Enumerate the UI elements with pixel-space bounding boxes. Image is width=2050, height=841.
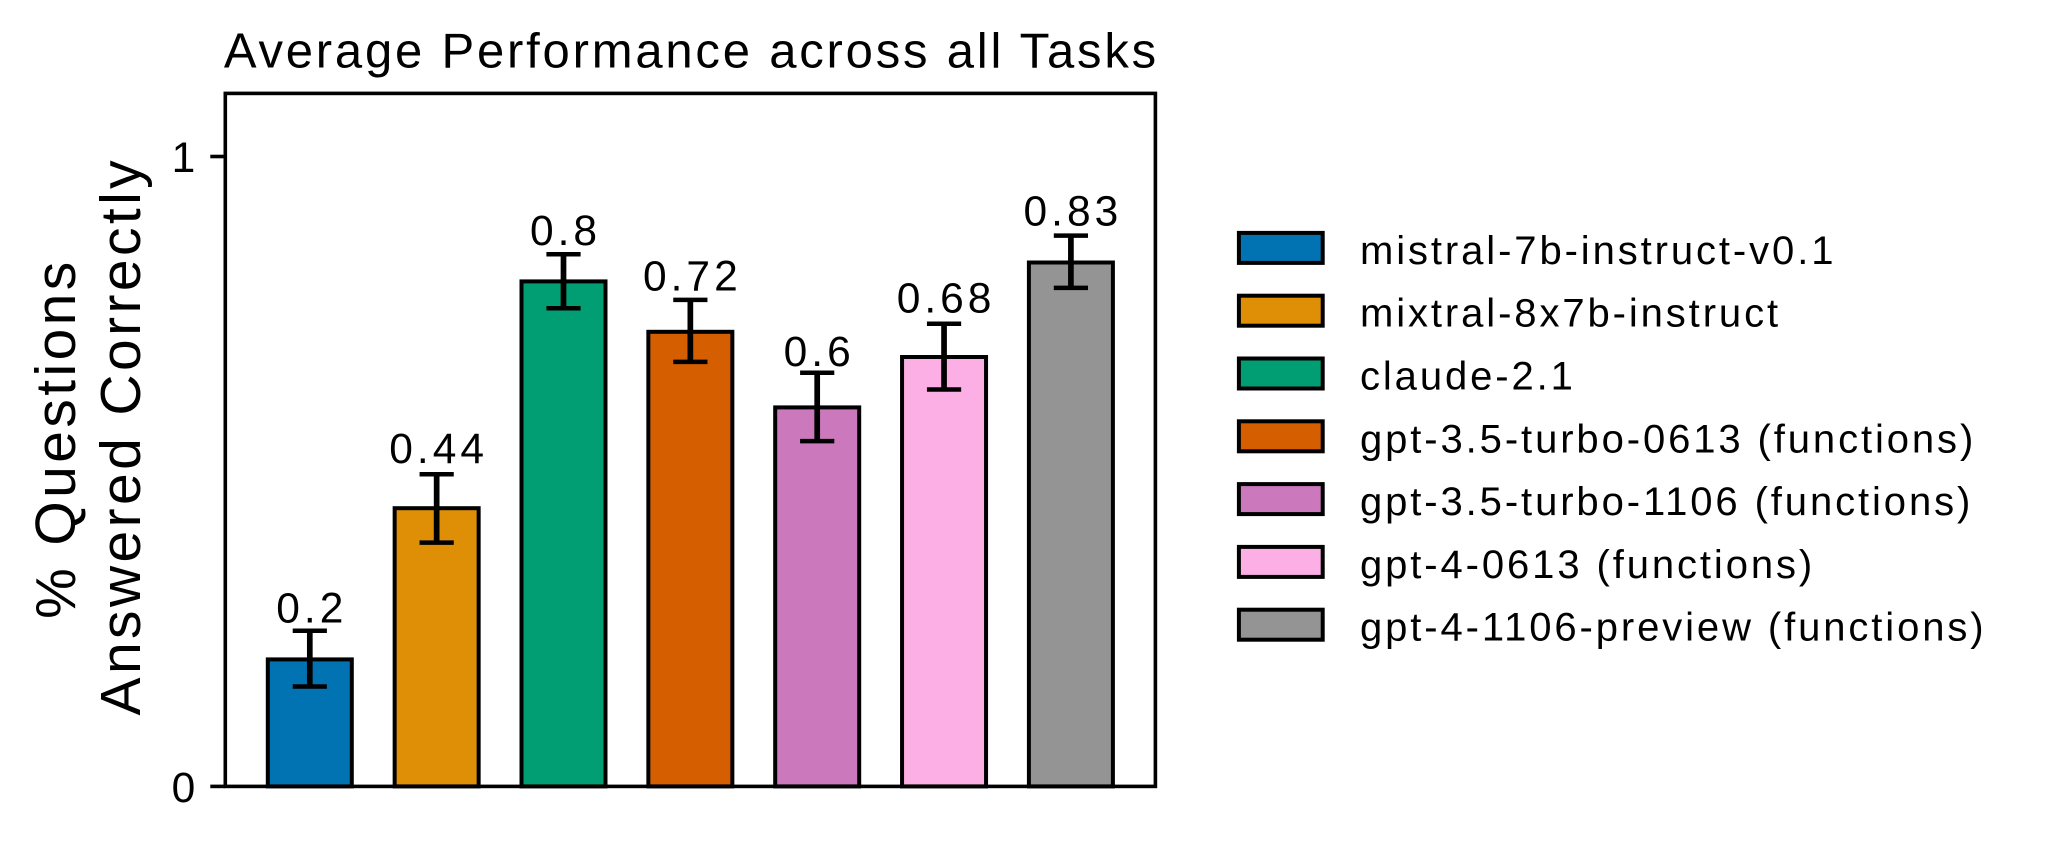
svg-text:mixtral-8x7b-instruct: mixtral-8x7b-instruct [1360,292,1781,336]
svg-text:gpt-3.5-turbo-0613 (functions): gpt-3.5-turbo-0613 (functions) [1360,417,1976,461]
svg-text:0.83: 0.83 [1024,188,1123,235]
svg-text:0.72: 0.72 [643,254,742,301]
svg-text:0.44: 0.44 [389,426,488,473]
svg-text:Answered Correctly: Answered Correctly [89,157,153,716]
svg-text:gpt-4-0613 (functions): gpt-4-0613 (functions) [1360,543,1815,587]
svg-text:0.2: 0.2 [276,586,347,633]
svg-text:Average Performance across all: Average Performance across all Tasks [224,24,1159,78]
svg-text:claude-2.1: claude-2.1 [1360,355,1576,399]
svg-text:gpt-4-1106-preview (functions): gpt-4-1106-preview (functions) [1360,606,1987,650]
svg-text:mistral-7b-instruct-v0.1: mistral-7b-instruct-v0.1 [1360,229,1836,273]
svg-text:1: 1 [172,135,196,182]
svg-text:0: 0 [172,765,196,812]
svg-text:0.68: 0.68 [897,276,996,323]
svg-text:% Questions: % Questions [24,258,88,619]
svg-text:gpt-3.5-turbo-1106 (functions): gpt-3.5-turbo-1106 (functions) [1360,480,1973,524]
svg-text:0.6: 0.6 [784,329,855,376]
svg-text:0.8: 0.8 [530,208,601,255]
